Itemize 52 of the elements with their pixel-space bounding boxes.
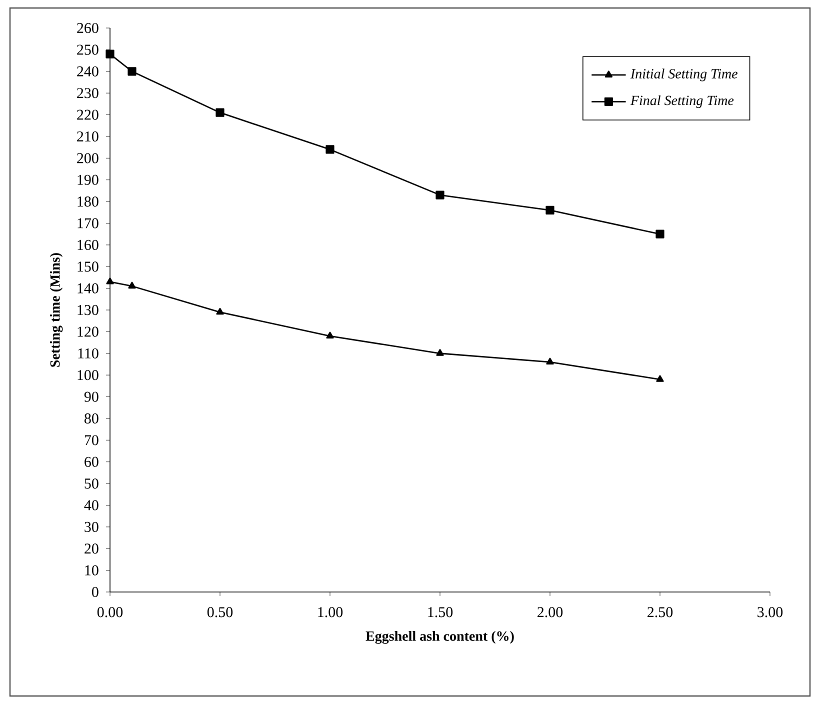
y-tick-label: 90	[84, 392, 98, 402]
legend-label: Initial Setting Time	[630, 68, 738, 82]
y-tick-label: 240	[77, 66, 98, 76]
x-axis-title: Eggshell ash content (%)	[366, 630, 514, 644]
point	[656, 230, 664, 238]
point	[656, 375, 664, 382]
y-tick-label: 150	[78, 262, 98, 272]
y-tick-label: 50	[84, 478, 98, 489]
y-tick-label: 250	[77, 44, 98, 55]
point	[546, 358, 554, 365]
x-tick-label: 0.00	[97, 607, 123, 618]
point	[326, 145, 334, 154]
point	[106, 277, 114, 284]
x-tick-label: 1.50	[428, 607, 453, 618]
y-tick-label: 110	[78, 348, 98, 358]
y-tick-label: 60	[84, 456, 98, 467]
y-tick-label: 20	[84, 544, 98, 554]
y-tick-label: 130	[78, 304, 98, 316]
x-tick-label: 1.00	[318, 607, 343, 618]
point	[436, 349, 444, 356]
y-tick-label: 70	[84, 435, 98, 446]
y-tick-label: 80	[84, 413, 98, 424]
point	[436, 190, 444, 200]
y-tick-label: 190	[78, 174, 98, 185]
y-tick-label: 160	[78, 240, 98, 250]
x-tick-label: 3.00	[758, 607, 783, 618]
y-tick-label: 170	[78, 218, 98, 228]
y-tick-label: 230	[77, 88, 98, 98]
x-tick-label: 2.00	[538, 607, 563, 618]
y-tick-label: 200	[77, 153, 98, 164]
y-tick-label: 30	[84, 522, 98, 532]
point	[216, 308, 224, 315]
x-tick-label: 2.50	[648, 607, 673, 618]
y-tick-label: 0	[92, 586, 98, 598]
y-tick-label: 260	[77, 22, 98, 34]
point	[128, 67, 136, 76]
y-tick-label: 180	[78, 196, 98, 207]
y-tick-label: 210	[77, 131, 98, 142]
y-tick-label: 120	[78, 326, 98, 337]
legend-label: Final Setting Time	[630, 95, 734, 108]
x-tick-label: 0.50	[207, 607, 233, 618]
point	[106, 50, 114, 58]
point	[128, 282, 136, 289]
y-tick-label: 40	[84, 500, 98, 510]
y-tick-label: 220	[77, 110, 98, 120]
y-tick-label: 100	[78, 370, 98, 380]
y-tick-label: 10	[85, 565, 98, 576]
y-axis-title: Setting time (Mins)	[50, 253, 63, 367]
point	[546, 206, 554, 215]
point	[326, 332, 334, 339]
point	[216, 108, 224, 117]
y-tick-label: 140	[78, 283, 98, 294]
